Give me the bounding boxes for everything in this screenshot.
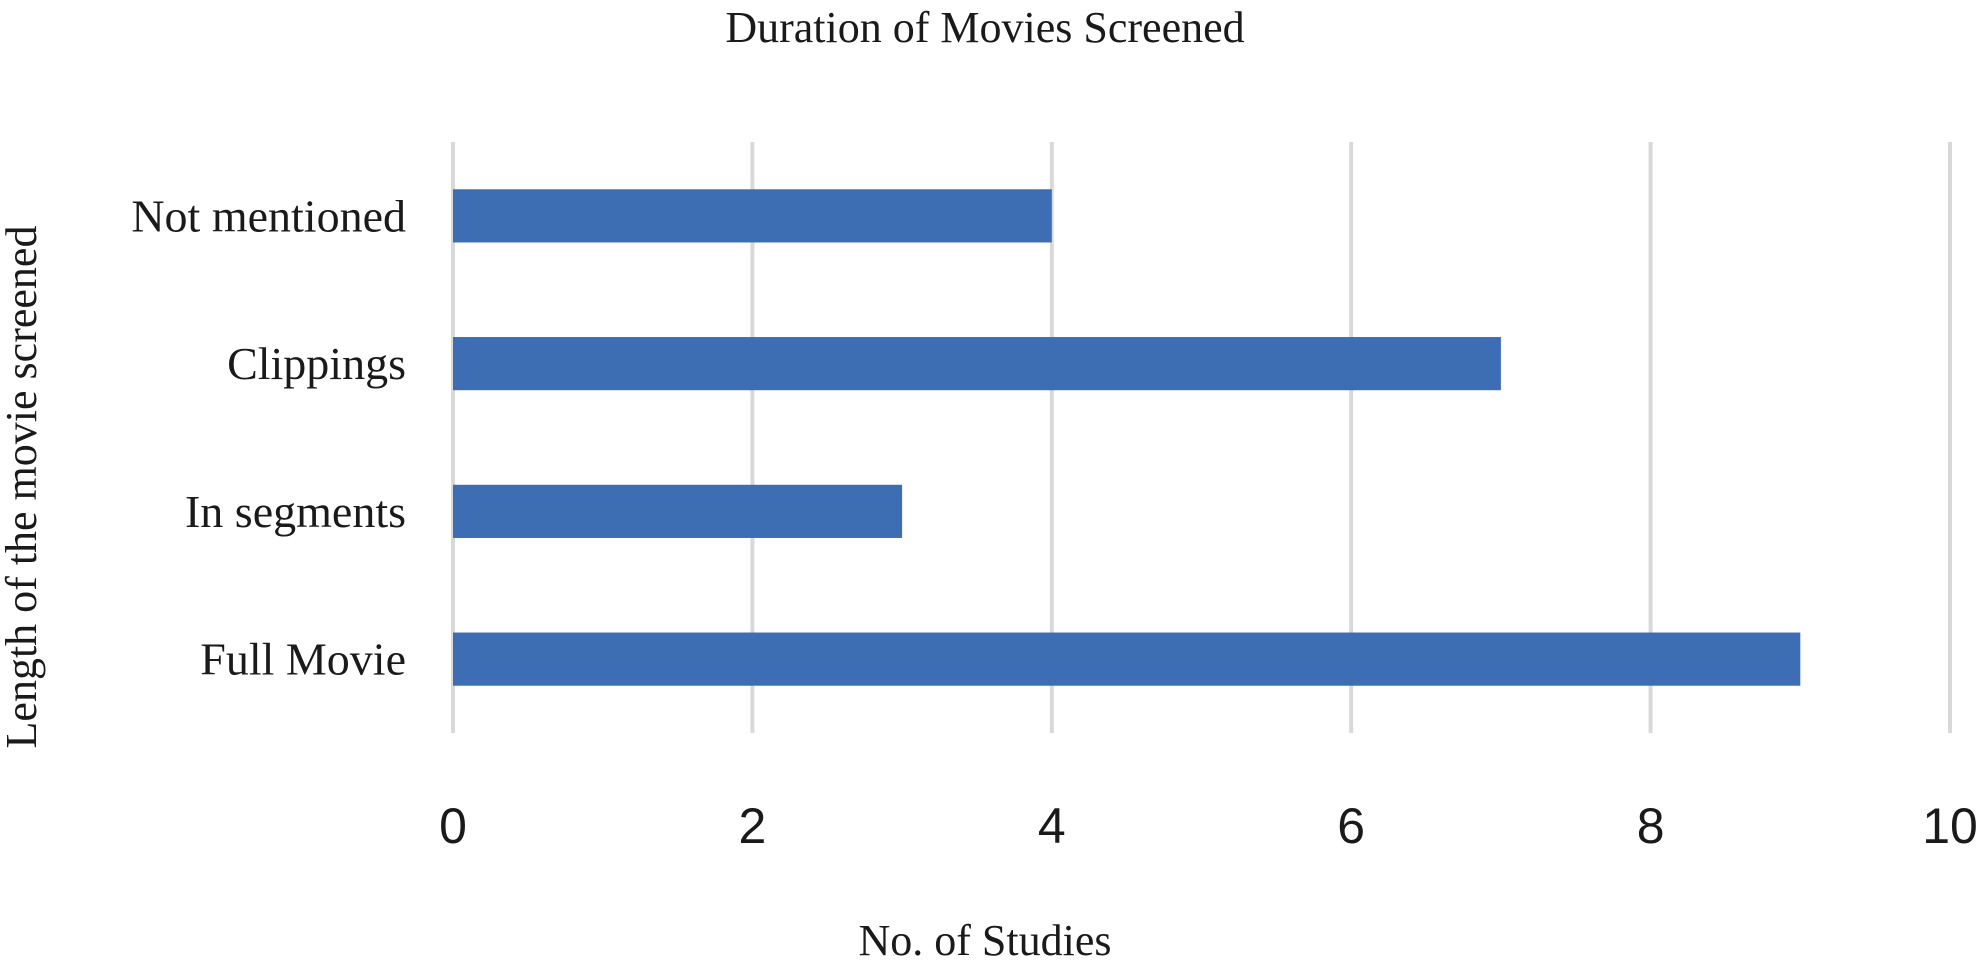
category-label: Full Movie <box>200 634 406 685</box>
chart-title: Duration of Movies Screened <box>725 3 1244 52</box>
bar-clippings <box>453 337 1501 391</box>
category-label: In segments <box>185 486 406 537</box>
bar-not-mentioned <box>453 189 1052 243</box>
category-label: Not mentioned <box>131 190 406 241</box>
category-label: Clippings <box>227 338 406 389</box>
x-tick-label: 2 <box>738 798 766 854</box>
bar-in-segments <box>453 484 903 538</box>
x-tick-label: 4 <box>1038 798 1066 854</box>
x-tick-label: 6 <box>1337 798 1365 854</box>
x-tick-label: 0 <box>439 798 467 854</box>
bars <box>453 189 1801 686</box>
x-tick-labels: 0 2 4 6 8 10 <box>439 798 1978 854</box>
x-axis-label: No. of Studies <box>859 916 1112 965</box>
x-tick-label: 10 <box>1922 798 1978 854</box>
x-tick-label: 8 <box>1637 798 1665 854</box>
y-axis-label: Length of the movie screened <box>0 226 46 749</box>
bar-full-movie <box>453 632 1801 686</box>
category-labels: Full Movie In segments Clippings Not mentio… <box>131 190 406 684</box>
